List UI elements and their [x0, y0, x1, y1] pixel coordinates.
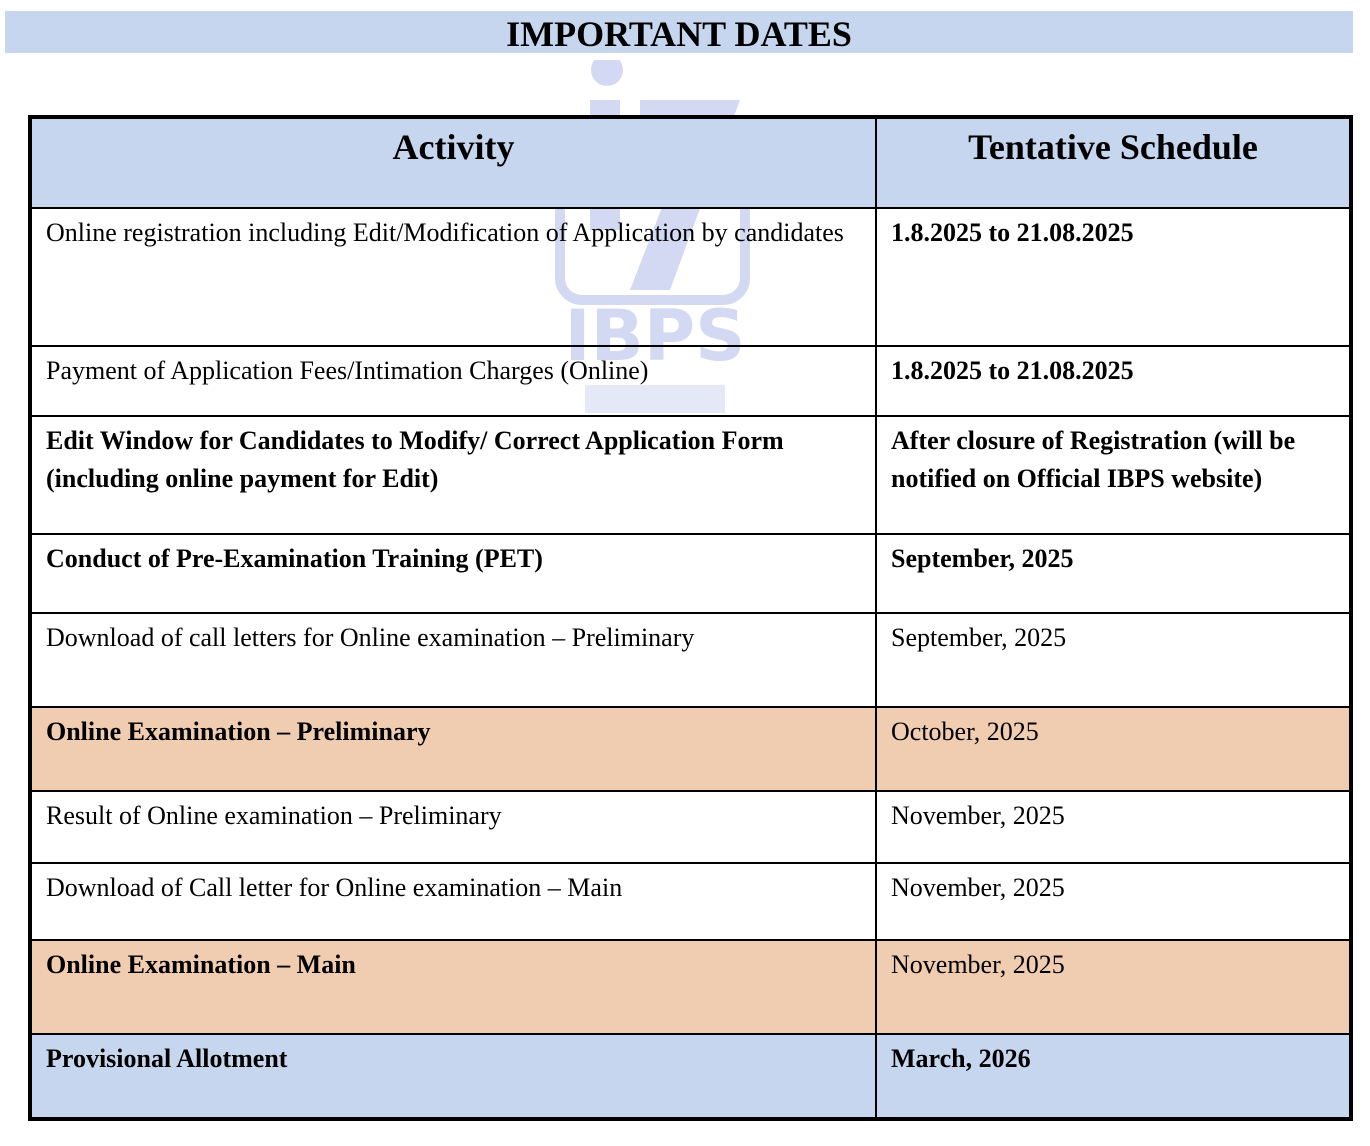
schedule-cell: 1.8.2025 to 21.08.2025: [875, 345, 1352, 417]
important-dates-table: Activity Tentative Schedule Online regis…: [28, 115, 1353, 1121]
column-header-schedule: Tentative Schedule: [875, 116, 1352, 209]
activity-cell: Online Examination – Preliminary: [29, 706, 877, 792]
table-row: Online Examination – Preliminary October,…: [29, 706, 1352, 792]
activity-cell: Conduct of Pre-Examination Training (PET…: [29, 533, 877, 614]
schedule-cell: September, 2025: [875, 533, 1352, 614]
page-title: IMPORTANT DATES: [5, 11, 1353, 54]
activity-cell: Result of Online examination – Prelimina…: [29, 790, 877, 864]
table-row: Result of Online examination – Prelimina…: [29, 790, 1352, 864]
table-row: Download of call letters for Online exam…: [29, 612, 1352, 708]
schedule-cell: 1.8.2025 to 21.08.2025: [875, 207, 1352, 347]
table-row: Payment of Application Fees/Intimation C…: [29, 345, 1352, 417]
schedule-cell: September, 2025: [875, 612, 1352, 708]
schedule-cell: After closure of Registration (will be n…: [875, 415, 1352, 535]
schedule-cell: November, 2025: [875, 939, 1352, 1035]
schedule-cell: November, 2025: [875, 862, 1352, 941]
schedule-cell: October, 2025: [875, 706, 1352, 792]
activity-cell: Download of call letters for Online exam…: [29, 612, 877, 708]
activity-cell: Online registration including Edit/Modif…: [29, 207, 877, 347]
table-row: Online registration including Edit/Modif…: [29, 207, 1352, 347]
table-row: Provisional Allotment March, 2026: [29, 1033, 1352, 1120]
activity-cell: Provisional Allotment: [29, 1033, 877, 1120]
activity-cell: Edit Window for Candidates to Modify/ Co…: [29, 415, 877, 535]
activity-cell: Payment of Application Fees/Intimation C…: [29, 345, 877, 417]
activity-cell: Online Examination – Main: [29, 939, 877, 1035]
table-row: Edit Window for Candidates to Modify/ Co…: [29, 415, 1352, 535]
table-row: Download of Call letter for Online exami…: [29, 862, 1352, 941]
activity-cell: Download of Call letter for Online exami…: [29, 862, 877, 941]
table-row: Conduct of Pre-Examination Training (PET…: [29, 533, 1352, 614]
schedule-cell: March, 2026: [875, 1033, 1352, 1120]
table-row: Online Examination – Main November, 2025: [29, 939, 1352, 1035]
column-header-activity: Activity: [29, 116, 877, 209]
schedule-cell: November, 2025: [875, 790, 1352, 864]
